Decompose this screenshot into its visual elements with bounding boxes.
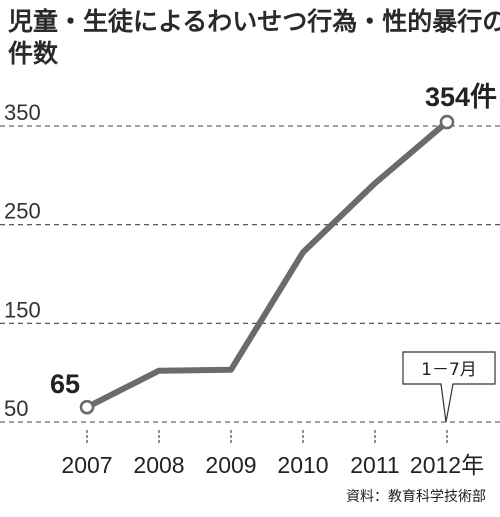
data-point-2007 <box>79 399 95 415</box>
chart-title-line-1: 児童・生徒によるわいせつ行為・性的暴行の <box>8 7 500 36</box>
series-line <box>84 119 450 411</box>
x-tick-label-3: 2010 <box>277 452 328 478</box>
series-group <box>79 114 455 415</box>
data-label-2012: 354件 <box>425 82 497 112</box>
source-note: 資料：教育科学技術部 <box>346 489 486 505</box>
data-label-2007: 65 <box>50 369 80 399</box>
x-tick-label-5: 2012年 <box>410 452 484 478</box>
chart-title: 児童・生徒によるわいせつ行為・性的暴行の 件数 <box>8 7 500 68</box>
x-tick-label-2: 2009 <box>205 452 256 478</box>
data-point-2012 <box>439 114 455 130</box>
gridlines <box>0 125 500 423</box>
y-tick-label-50: 50 <box>4 396 28 421</box>
x-axis-tick-labels: 2007 2008 2009 2010 2011 2012年 <box>61 430 484 478</box>
x-tick-label-4: 2011 <box>350 452 399 478</box>
x-tick-label-1: 2008 <box>133 452 184 478</box>
y-tick-label-250: 250 <box>4 199 41 224</box>
callout-box <box>402 351 496 423</box>
callout-text: 1－7月 <box>421 360 477 380</box>
y-axis-tick-labels: 50 150 250 350 <box>4 100 41 421</box>
y-tick-label-150: 150 <box>4 297 41 322</box>
chart-title-line-2: 件数 <box>8 39 59 68</box>
x-tick-label-0: 2007 <box>61 452 112 478</box>
data-labels: 65 354件 <box>50 82 497 399</box>
y-tick-label-350: 350 <box>4 100 41 125</box>
period-callout: 1－7月 <box>402 351 496 423</box>
